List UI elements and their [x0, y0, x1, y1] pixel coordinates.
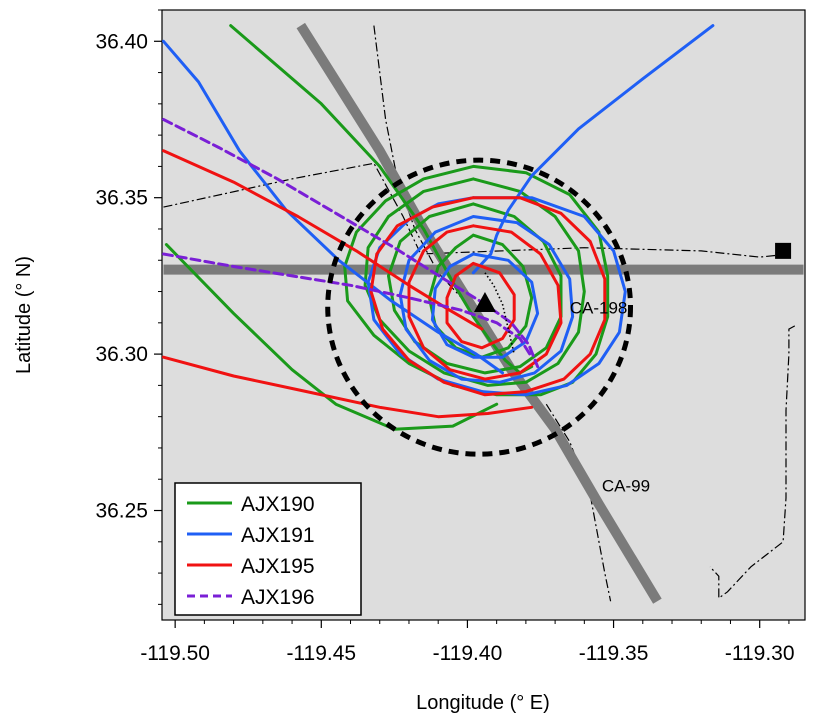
y-tick-label: 36.25 [95, 500, 148, 523]
square-marker [775, 242, 792, 259]
x-tick-label: -119.30 [725, 642, 795, 665]
legend-label-ajx196: AJX196 [241, 586, 315, 609]
track-ajx195-0 [162, 149, 484, 331]
legend-label-ajx191: AJX191 [241, 524, 315, 547]
highways [163, 22, 804, 604]
radius-circle [325, 157, 634, 457]
x-tick-label: -119.45 [286, 642, 356, 665]
x-tick-label: -119.40 [433, 642, 503, 665]
road-label-ca-198: CA-198 [570, 298, 628, 317]
track-ajx195-4 [445, 261, 516, 350]
road-labels: CA-198 CA-99 [570, 298, 650, 495]
x-axis: -119.50 -119.45 -119.40 -119.35 -119.30 [140, 620, 795, 665]
y-axis-title: Latitude (° N) [13, 256, 35, 374]
track-ajx195-2 [369, 196, 607, 397]
site-markers [473, 242, 792, 313]
boundary-line-2 [545, 403, 612, 602]
x-tick-label: -119.50 [140, 642, 210, 665]
track-ajx191-1 [471, 24, 715, 275]
track-ajx196-1 [162, 252, 534, 359]
y-tick-label: 36.40 [95, 30, 148, 53]
track-ajx191-3 [398, 215, 575, 384]
x-tick-label: -119.35 [579, 642, 649, 665]
boundary-line-3 [709, 325, 796, 600]
road-ca-99 [296, 22, 662, 604]
legend-label-ajx190: AJX190 [241, 493, 315, 516]
y-tick-label: 36.30 [95, 343, 148, 366]
y-axis: 36.40 36.35 36.30 36.25 [95, 9, 162, 605]
dashed-circle [325, 157, 634, 457]
track-ajx191-4 [430, 252, 540, 359]
legend-box [174, 482, 362, 616]
track-ajx196-0 [162, 118, 540, 369]
boundary-line-0 [163, 162, 789, 258]
x-axis-title: Longitude (° E) [416, 692, 550, 714]
track-ajx195-1 [162, 355, 534, 419]
track-ajx191-0 [162, 39, 504, 375]
triangle-marker [473, 292, 496, 313]
track-ajx195-3 [407, 224, 563, 381]
flight-tracks [162, 24, 715, 431]
track-ajx190-4 [387, 202, 563, 375]
y-tick-label: 36.35 [95, 187, 148, 210]
legend: AJX190 AJX191 AJX195 AJX196 [174, 482, 362, 616]
boundary-lines [163, 25, 796, 602]
legend-label-ajx195: AJX195 [241, 555, 315, 578]
track-ajx190-1 [164, 243, 499, 431]
road-label-ca-99: CA-99 [602, 477, 650, 496]
